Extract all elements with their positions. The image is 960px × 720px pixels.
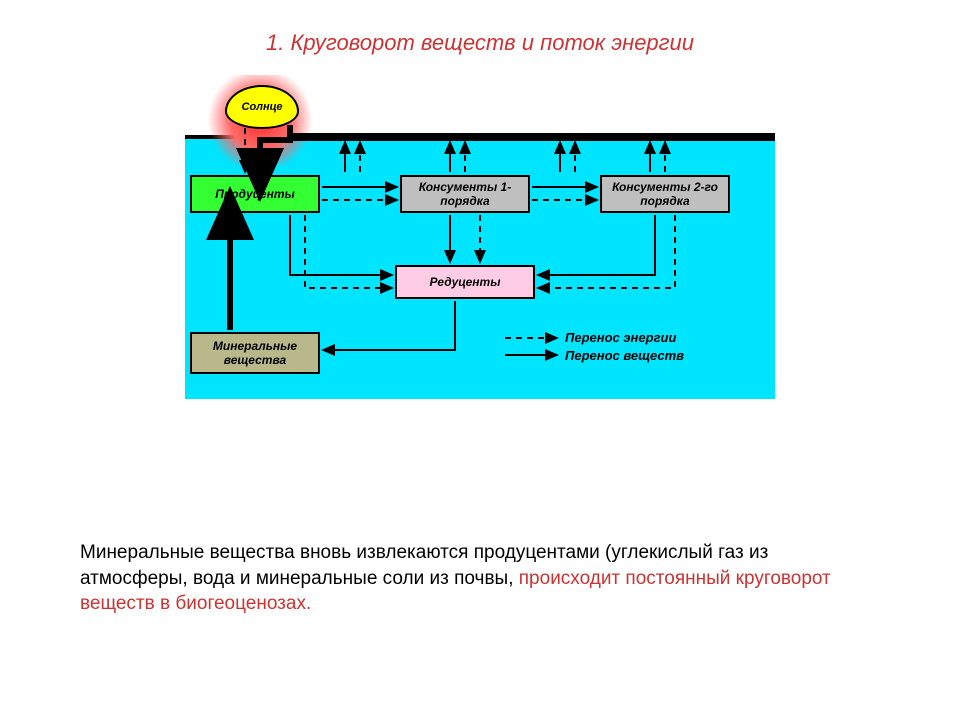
reducers-box: Редуценты xyxy=(395,265,535,299)
legend-matter: Перенос веществ xyxy=(565,348,684,363)
legend-energy: Перенос энергии xyxy=(565,330,676,345)
minerals-box: Минеральные вещества xyxy=(190,332,320,374)
consumers2-box: Консументы 2-го порядка xyxy=(600,175,730,213)
producers-box: Продуценты xyxy=(190,175,320,213)
page-title: 1. Круговорот веществ и поток энергии xyxy=(0,30,960,56)
sun-node: Солнце xyxy=(225,85,299,129)
consumers1-box: Консументы 1-порядка xyxy=(400,175,530,213)
diagram: Солнце Продуценты Консументы 1-порядка К… xyxy=(185,80,775,400)
caption: Минеральные вещества вновь извлекаются п… xyxy=(80,540,880,617)
